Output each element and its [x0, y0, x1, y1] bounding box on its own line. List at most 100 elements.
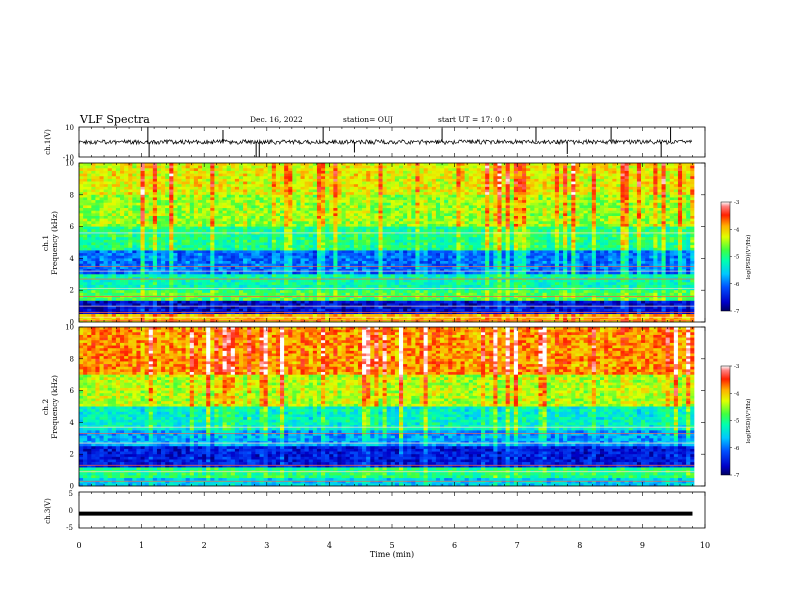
spec1-cell	[509, 163, 515, 166]
spec1-cell	[177, 200, 182, 204]
spec1-cell	[312, 208, 318, 211]
spec1-cell	[468, 194, 474, 198]
spec1-cell	[103, 192, 109, 196]
spec1-cell	[571, 210, 576, 214]
spec1-cell	[489, 186, 494, 190]
spec1-cell	[394, 213, 400, 217]
spec1-cell	[431, 208, 437, 211]
spec1-cell	[140, 242, 145, 246]
spec1-cell	[612, 234, 617, 238]
spec1-cell	[657, 210, 662, 214]
spec1-cell	[394, 221, 400, 225]
spec1-cell	[554, 181, 560, 185]
spec1-cell	[362, 205, 367, 209]
spec1-cell	[624, 200, 630, 204]
spec1-cell	[251, 231, 256, 235]
spec1-cell	[144, 223, 150, 227]
spec1-cell	[505, 242, 511, 246]
spec1-cell	[554, 173, 560, 177]
spec1-cell	[325, 245, 330, 249]
spec1-cell	[103, 223, 109, 227]
spec1-cell	[136, 184, 141, 188]
spec1-cell	[222, 239, 227, 243]
spec1-cell	[682, 239, 687, 243]
spec1-cell	[189, 210, 195, 214]
spec1-cell	[152, 168, 158, 172]
spec1-cell	[686, 216, 691, 219]
spec1-cell	[308, 181, 314, 185]
spec1-cell	[152, 218, 158, 222]
spec1-cell	[645, 216, 650, 219]
spec1-cell	[517, 178, 523, 182]
spec1-cell	[230, 216, 236, 219]
spec1-cell	[571, 176, 576, 180]
spec1-cell	[567, 184, 572, 188]
spec1-cell	[226, 239, 232, 243]
spec1-cell	[374, 181, 379, 185]
spec1-cell	[128, 189, 133, 193]
spec1-cell	[444, 226, 449, 230]
spec1-cell	[321, 163, 326, 166]
spec1-cell	[271, 176, 277, 180]
spec1-cell	[230, 234, 236, 238]
spec1-cell	[128, 170, 133, 174]
spec1-cell	[456, 186, 461, 190]
spec1-cell	[669, 210, 675, 214]
spec1-cell	[686, 239, 691, 243]
spec1-cell	[686, 202, 691, 206]
spec1-cell	[173, 178, 178, 182]
spec1-cell	[169, 165, 174, 169]
spec1-cell	[645, 189, 650, 193]
spec1-cell	[382, 173, 387, 177]
spec1-cell	[645, 218, 650, 222]
spec1-cell	[403, 189, 408, 193]
spec1-cell	[284, 200, 289, 204]
spec1-cell	[686, 223, 691, 227]
spec1-cell	[579, 202, 584, 206]
spec1-cell	[489, 170, 494, 174]
spec1-cell	[263, 205, 269, 209]
spec1-cell	[534, 213, 539, 217]
spec1-cell	[337, 186, 342, 190]
spec1-cell	[271, 192, 277, 196]
spec1-cell	[583, 178, 588, 182]
spec1-cell	[263, 210, 269, 214]
spec1-cell	[325, 194, 330, 198]
spec1-cell	[103, 170, 109, 174]
spec1-cell	[665, 202, 671, 206]
spec1-cell	[526, 208, 531, 211]
spec1-cell	[202, 178, 207, 182]
spec1-cell	[591, 189, 597, 193]
spec1-cell	[91, 226, 96, 230]
spec1-cell	[579, 216, 584, 219]
spec1-cell	[263, 229, 269, 233]
spec1-cell	[226, 205, 232, 209]
spec1-cell	[649, 176, 654, 180]
spec1-cell	[349, 178, 355, 182]
spec1-cell	[538, 205, 543, 209]
spec1-cell	[522, 194, 527, 198]
spec1-cell	[489, 173, 494, 177]
spec1-cell	[403, 194, 408, 198]
spec1-cell	[653, 229, 658, 233]
spec1-cell	[312, 170, 318, 174]
spec1-cell	[411, 216, 416, 219]
spec1-cell	[177, 218, 182, 222]
spec1-cell	[300, 184, 305, 188]
spec1-cell	[296, 239, 301, 243]
spec1-cell	[161, 216, 166, 219]
spec1-cell	[419, 184, 424, 188]
spec1-cell	[353, 184, 359, 188]
spec1-cell	[185, 202, 191, 206]
spec1-cell	[370, 210, 375, 214]
spec1-cell	[321, 226, 326, 230]
spec1-cell	[419, 216, 424, 219]
spec1-cell	[366, 194, 371, 198]
spec1-cell	[259, 213, 264, 217]
spec1-cell	[87, 216, 92, 219]
spec1-cell	[292, 239, 297, 243]
spec1-cell	[267, 247, 273, 251]
spec1-cell	[99, 229, 104, 233]
spec1-cell	[230, 218, 236, 222]
spec1-cell	[115, 213, 121, 217]
